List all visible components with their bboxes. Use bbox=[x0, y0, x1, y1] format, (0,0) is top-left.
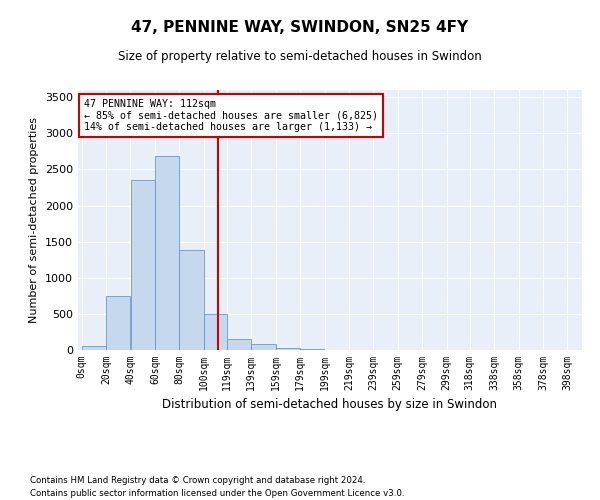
Bar bbox=[131, 180, 155, 350]
Text: Contains HM Land Registry data © Crown copyright and database right 2024.
Contai: Contains HM Land Registry data © Crown c… bbox=[30, 476, 404, 498]
Bar bbox=[179, 250, 203, 350]
Bar bbox=[251, 344, 275, 350]
Y-axis label: Number of semi-detached properties: Number of semi-detached properties bbox=[29, 117, 40, 323]
Bar bbox=[227, 339, 251, 350]
Text: Size of property relative to semi-detached houses in Swindon: Size of property relative to semi-detach… bbox=[118, 50, 482, 63]
Bar bbox=[155, 156, 179, 350]
Text: 47, PENNINE WAY, SWINDON, SN25 4FY: 47, PENNINE WAY, SWINDON, SN25 4FY bbox=[131, 20, 469, 35]
Text: 47 PENNINE WAY: 112sqm
← 85% of semi-detached houses are smaller (6,825)
14% of : 47 PENNINE WAY: 112sqm ← 85% of semi-det… bbox=[84, 98, 378, 132]
Bar bbox=[82, 346, 106, 350]
Bar bbox=[204, 314, 227, 350]
Bar bbox=[106, 296, 130, 350]
X-axis label: Distribution of semi-detached houses by size in Swindon: Distribution of semi-detached houses by … bbox=[163, 398, 497, 411]
Bar bbox=[276, 348, 300, 350]
